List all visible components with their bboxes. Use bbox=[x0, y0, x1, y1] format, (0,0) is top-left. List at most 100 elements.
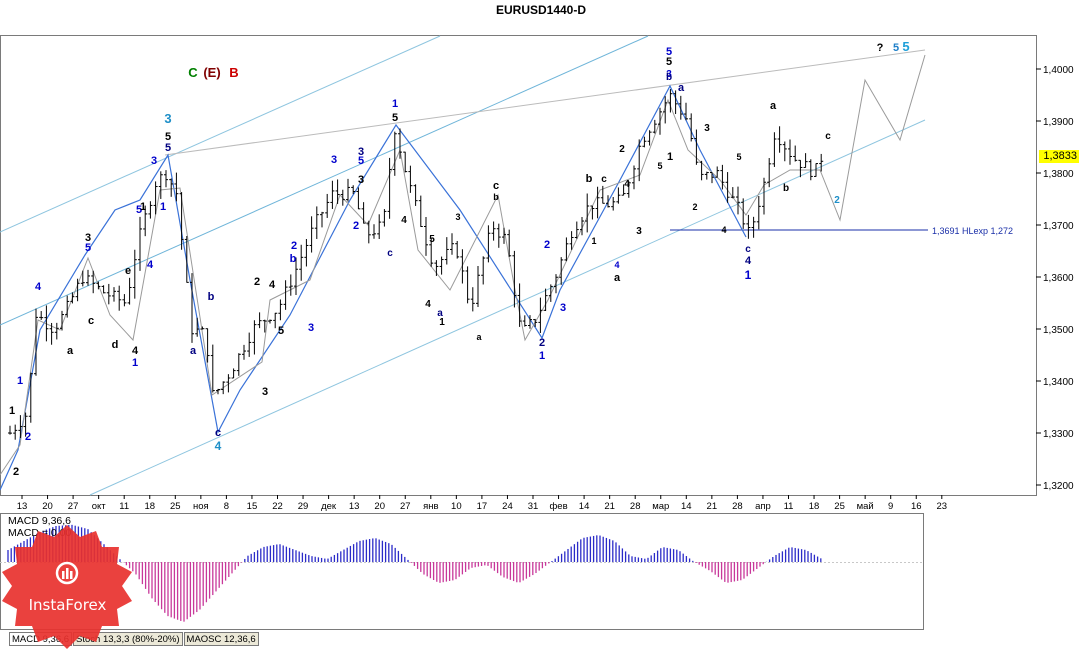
ohlc-bar bbox=[320, 211, 324, 228]
wave-label: 5 bbox=[893, 42, 899, 54]
ohlc-bar bbox=[663, 96, 668, 124]
date-tick-label: 20 bbox=[42, 501, 53, 512]
ohlc-bar bbox=[356, 187, 361, 210]
ohlc-bar bbox=[346, 178, 350, 202]
ohlc-bar bbox=[564, 237, 569, 262]
ohlc-bar bbox=[143, 205, 148, 237]
channel-line-lower bbox=[89, 119, 926, 496]
logo-text: InstaForex bbox=[28, 596, 107, 614]
ohlc-bar bbox=[75, 278, 80, 302]
wave-label: 2 bbox=[291, 240, 297, 252]
ohlc-bar bbox=[418, 195, 423, 228]
ohlc-bar bbox=[262, 319, 267, 333]
ohlc-bar bbox=[762, 177, 766, 215]
price-tick-label: 1,3400 bbox=[1043, 377, 1074, 388]
date-tick-label: янв bbox=[423, 501, 438, 512]
wave-label: C bbox=[188, 65, 198, 80]
ohlc-bar bbox=[569, 231, 574, 250]
date-tick-label: фев bbox=[549, 501, 567, 512]
wave-label: 1 bbox=[539, 350, 545, 362]
ohlc-bar bbox=[23, 412, 28, 437]
ohlc-bar bbox=[429, 237, 434, 267]
indicator-tabs: MACD 9,36,6 Stoch 13,3,3 (80%-20%) MAOSC… bbox=[9, 632, 260, 646]
ohlc-bar bbox=[595, 186, 600, 219]
ohlc-bar bbox=[470, 287, 475, 312]
ohlc-bar bbox=[351, 185, 356, 195]
date-tick-label: 27 bbox=[68, 501, 79, 512]
ohlc-bar bbox=[652, 119, 657, 134]
ohlc-bar bbox=[60, 310, 64, 331]
ohlc-bar bbox=[756, 195, 761, 230]
ohlc-bar bbox=[304, 238, 309, 267]
ohlc-bar bbox=[8, 425, 12, 435]
ohlc-bar bbox=[112, 287, 116, 302]
wave-label: 5 bbox=[736, 152, 741, 162]
wave-label: 1 bbox=[667, 151, 673, 163]
ohlc-bar bbox=[590, 205, 595, 220]
ohlc-bar bbox=[450, 233, 454, 255]
tab-maosc[interactable]: MAOSC 12,36,6 bbox=[183, 632, 259, 646]
wave-label: (E) bbox=[203, 65, 220, 80]
ohlc-bar bbox=[200, 326, 205, 330]
ohlc-bar bbox=[153, 181, 158, 215]
ohlc-bar bbox=[28, 372, 33, 423]
ohlc-bar bbox=[741, 198, 746, 229]
wave-label: 4 bbox=[425, 299, 431, 310]
date-tick-label: мар bbox=[652, 501, 669, 512]
wave-label: 1 bbox=[17, 375, 23, 387]
ohlc-bar bbox=[637, 139, 642, 182]
wave-label: 3 bbox=[704, 123, 710, 134]
wave-label: 4 bbox=[132, 345, 139, 357]
macd-label-1: MACD 9,36,6 bbox=[8, 515, 72, 527]
wave-label: 1 bbox=[9, 405, 15, 417]
wave-label: 5 bbox=[85, 242, 91, 254]
chart-title: EURUSD1440-D bbox=[495, 3, 587, 17]
ohlc-bar bbox=[236, 353, 241, 376]
wave-label: 3 bbox=[358, 146, 364, 158]
wave-label: a bbox=[67, 345, 74, 357]
ohlc-bar bbox=[122, 294, 127, 307]
wave-label: 4 bbox=[401, 215, 407, 226]
ohlc-bar bbox=[117, 285, 122, 311]
ohlc-bar bbox=[772, 132, 777, 167]
ohlc-bar bbox=[325, 193, 330, 218]
ohlc-bar bbox=[278, 299, 283, 321]
wave-line-blue bbox=[0, 84, 747, 491]
wave-label: c bbox=[825, 131, 831, 142]
ohlc-bar bbox=[694, 129, 699, 165]
wave-label: a bbox=[190, 345, 197, 357]
ohlc-bar bbox=[398, 128, 402, 159]
ohlc-bar bbox=[814, 163, 818, 177]
main-panel-border bbox=[0, 35, 1037, 496]
instaforex-logo-icon bbox=[55, 561, 79, 585]
ohlc-bar bbox=[330, 180, 335, 209]
date-tick-label: 25 bbox=[170, 501, 181, 512]
wave-label: b bbox=[493, 192, 499, 202]
ohlc-bar bbox=[533, 318, 538, 327]
date-tick-label: 23 bbox=[937, 501, 948, 512]
macd-panel-border bbox=[0, 513, 924, 630]
ohlc-bar bbox=[96, 281, 101, 290]
ohlc-bar bbox=[226, 374, 231, 393]
ohlc-bar bbox=[268, 319, 272, 324]
ohlc-bar bbox=[606, 195, 610, 208]
wave-label: a bbox=[437, 308, 443, 319]
ohlc-bar bbox=[273, 312, 278, 329]
wave-label: c bbox=[387, 248, 393, 259]
ohlc-bar bbox=[184, 235, 189, 283]
ohlc-bar bbox=[632, 165, 636, 190]
trend-channel bbox=[0, 35, 926, 496]
ohlc-bar bbox=[439, 256, 444, 275]
wave-label: 3 bbox=[331, 154, 337, 166]
ohlc-bar bbox=[205, 328, 210, 363]
wave-label: 2 bbox=[13, 466, 19, 478]
wave-label: c bbox=[745, 244, 751, 255]
date-tick-label: 28 bbox=[732, 501, 743, 512]
ohlc-bar bbox=[548, 284, 553, 302]
wave-label: 3 bbox=[560, 302, 566, 314]
ohlc-bar bbox=[210, 344, 215, 393]
ohlc-bar bbox=[164, 170, 168, 188]
ohlc-bar bbox=[793, 145, 798, 162]
